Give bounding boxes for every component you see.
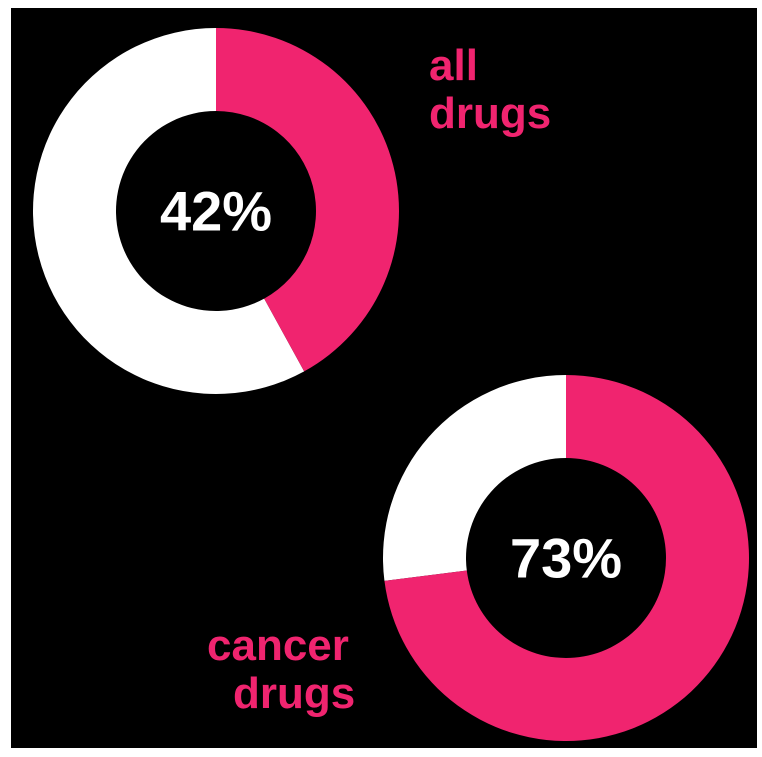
- donut-charts-svg: 42% all drugs 73% cancer drugs: [32, 28, 749, 741]
- donut-cancer-drugs-percent-label: 73%: [510, 527, 622, 590]
- donut-all-drugs-percent-label: 42%: [160, 180, 272, 243]
- donut-all-drugs-category-label: all drugs: [429, 41, 551, 138]
- donut-cancer-drugs: 73% cancer drugs: [207, 374, 749, 741]
- chart-panel: 42% all drugs 73% cancer drugs: [11, 8, 757, 748]
- donut-all-drugs: 42% all drugs: [32, 28, 551, 394]
- donut-all-drugs-remainder-slice: [32, 28, 305, 394]
- donut-all-drugs-highlight-slice: [216, 28, 400, 372]
- donut-cancer-drugs-category-label: cancer drugs: [207, 621, 361, 718]
- donut-cancer-drugs-remainder-slice: [383, 375, 566, 581]
- donut-cancer-drugs-highlight-slice: [384, 374, 749, 741]
